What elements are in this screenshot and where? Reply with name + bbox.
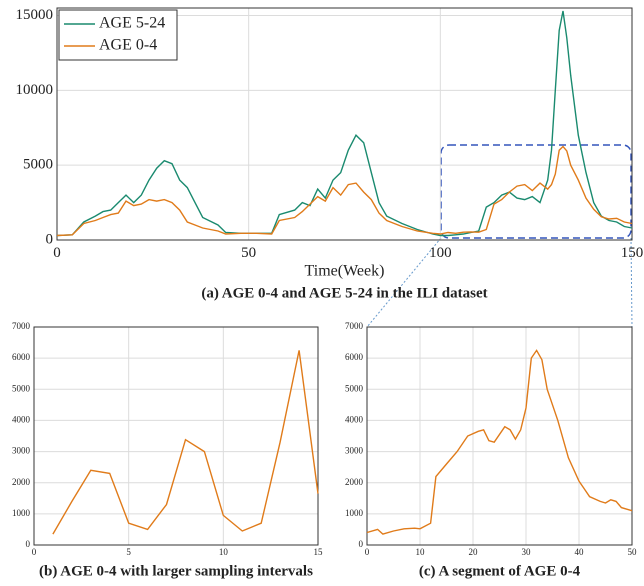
x-tick-label: 5 [126, 547, 131, 557]
x-tick-label: 150 [621, 245, 644, 261]
y-tick-label: 1000 [345, 508, 364, 518]
x-tick-label: 0 [53, 245, 61, 261]
zoom-connector [366, 237, 442, 328]
x-axis-label: Time(Week) [305, 263, 385, 280]
y-tick-label: 5000 [23, 157, 53, 173]
y-tick-label: 7000 [12, 321, 31, 331]
y-tick-label: 4000 [345, 414, 364, 424]
caption: (a) AGE 0-4 and AGE 5-24 in the ILI data… [201, 285, 487, 301]
y-tick-label: 2000 [345, 477, 364, 487]
y-tick-label: 0 [46, 231, 54, 247]
caption: (b) AGE 0-4 with larger sampling interva… [39, 563, 313, 579]
y-tick-label: 3000 [345, 446, 364, 456]
x-tick-label: 100 [429, 245, 452, 261]
legend-label: AGE 0-4 [99, 37, 157, 54]
legend-box [58, 9, 178, 61]
y-tick-label: 2000 [12, 477, 31, 487]
y-tick-label: 5000 [12, 383, 31, 393]
zoom-connector [630, 237, 633, 328]
x-tick-label: 15 [314, 547, 324, 557]
x-tick-label: 10 [219, 547, 229, 557]
y-tick-label: 4000 [12, 414, 31, 424]
y-tick-label: 6000 [345, 352, 364, 362]
x-tick-label: 40 [575, 547, 585, 557]
y-tick-label: 3000 [12, 446, 31, 456]
legend: AGE 5-24 AGE 0-4 [58, 9, 178, 61]
y-tick-label: 7000 [345, 321, 364, 331]
caption: (c) A segment of AGE 0-4 [419, 563, 581, 579]
y-tick-label: 5000 [345, 383, 364, 393]
plot-frame [366, 326, 633, 546]
data-line [366, 349, 633, 535]
x-tick-label: 0 [32, 547, 37, 557]
data-line [52, 350, 319, 535]
y-tick-label: 1000 [12, 508, 31, 518]
x-tick-label: 50 [241, 245, 256, 261]
y-tick-label: 10000 [16, 82, 54, 98]
legend-label: AGE 5-24 [99, 15, 165, 32]
x-tick-label: 0 [365, 547, 370, 557]
zoom-box [440, 144, 632, 239]
x-tick-label: 20 [469, 547, 479, 557]
plot-frame [33, 326, 319, 546]
plot-frame [56, 7, 633, 241]
y-tick-label: 0 [26, 539, 31, 549]
x-tick-label: 10 [416, 547, 426, 557]
data-line [56, 10, 633, 237]
y-tick-label: 0 [359, 539, 364, 549]
x-tick-label: 50 [628, 547, 638, 557]
x-tick-label: 30 [522, 547, 532, 557]
data-line [56, 145, 633, 237]
y-tick-label: 6000 [12, 352, 31, 362]
y-tick-label: 15000 [16, 7, 54, 23]
